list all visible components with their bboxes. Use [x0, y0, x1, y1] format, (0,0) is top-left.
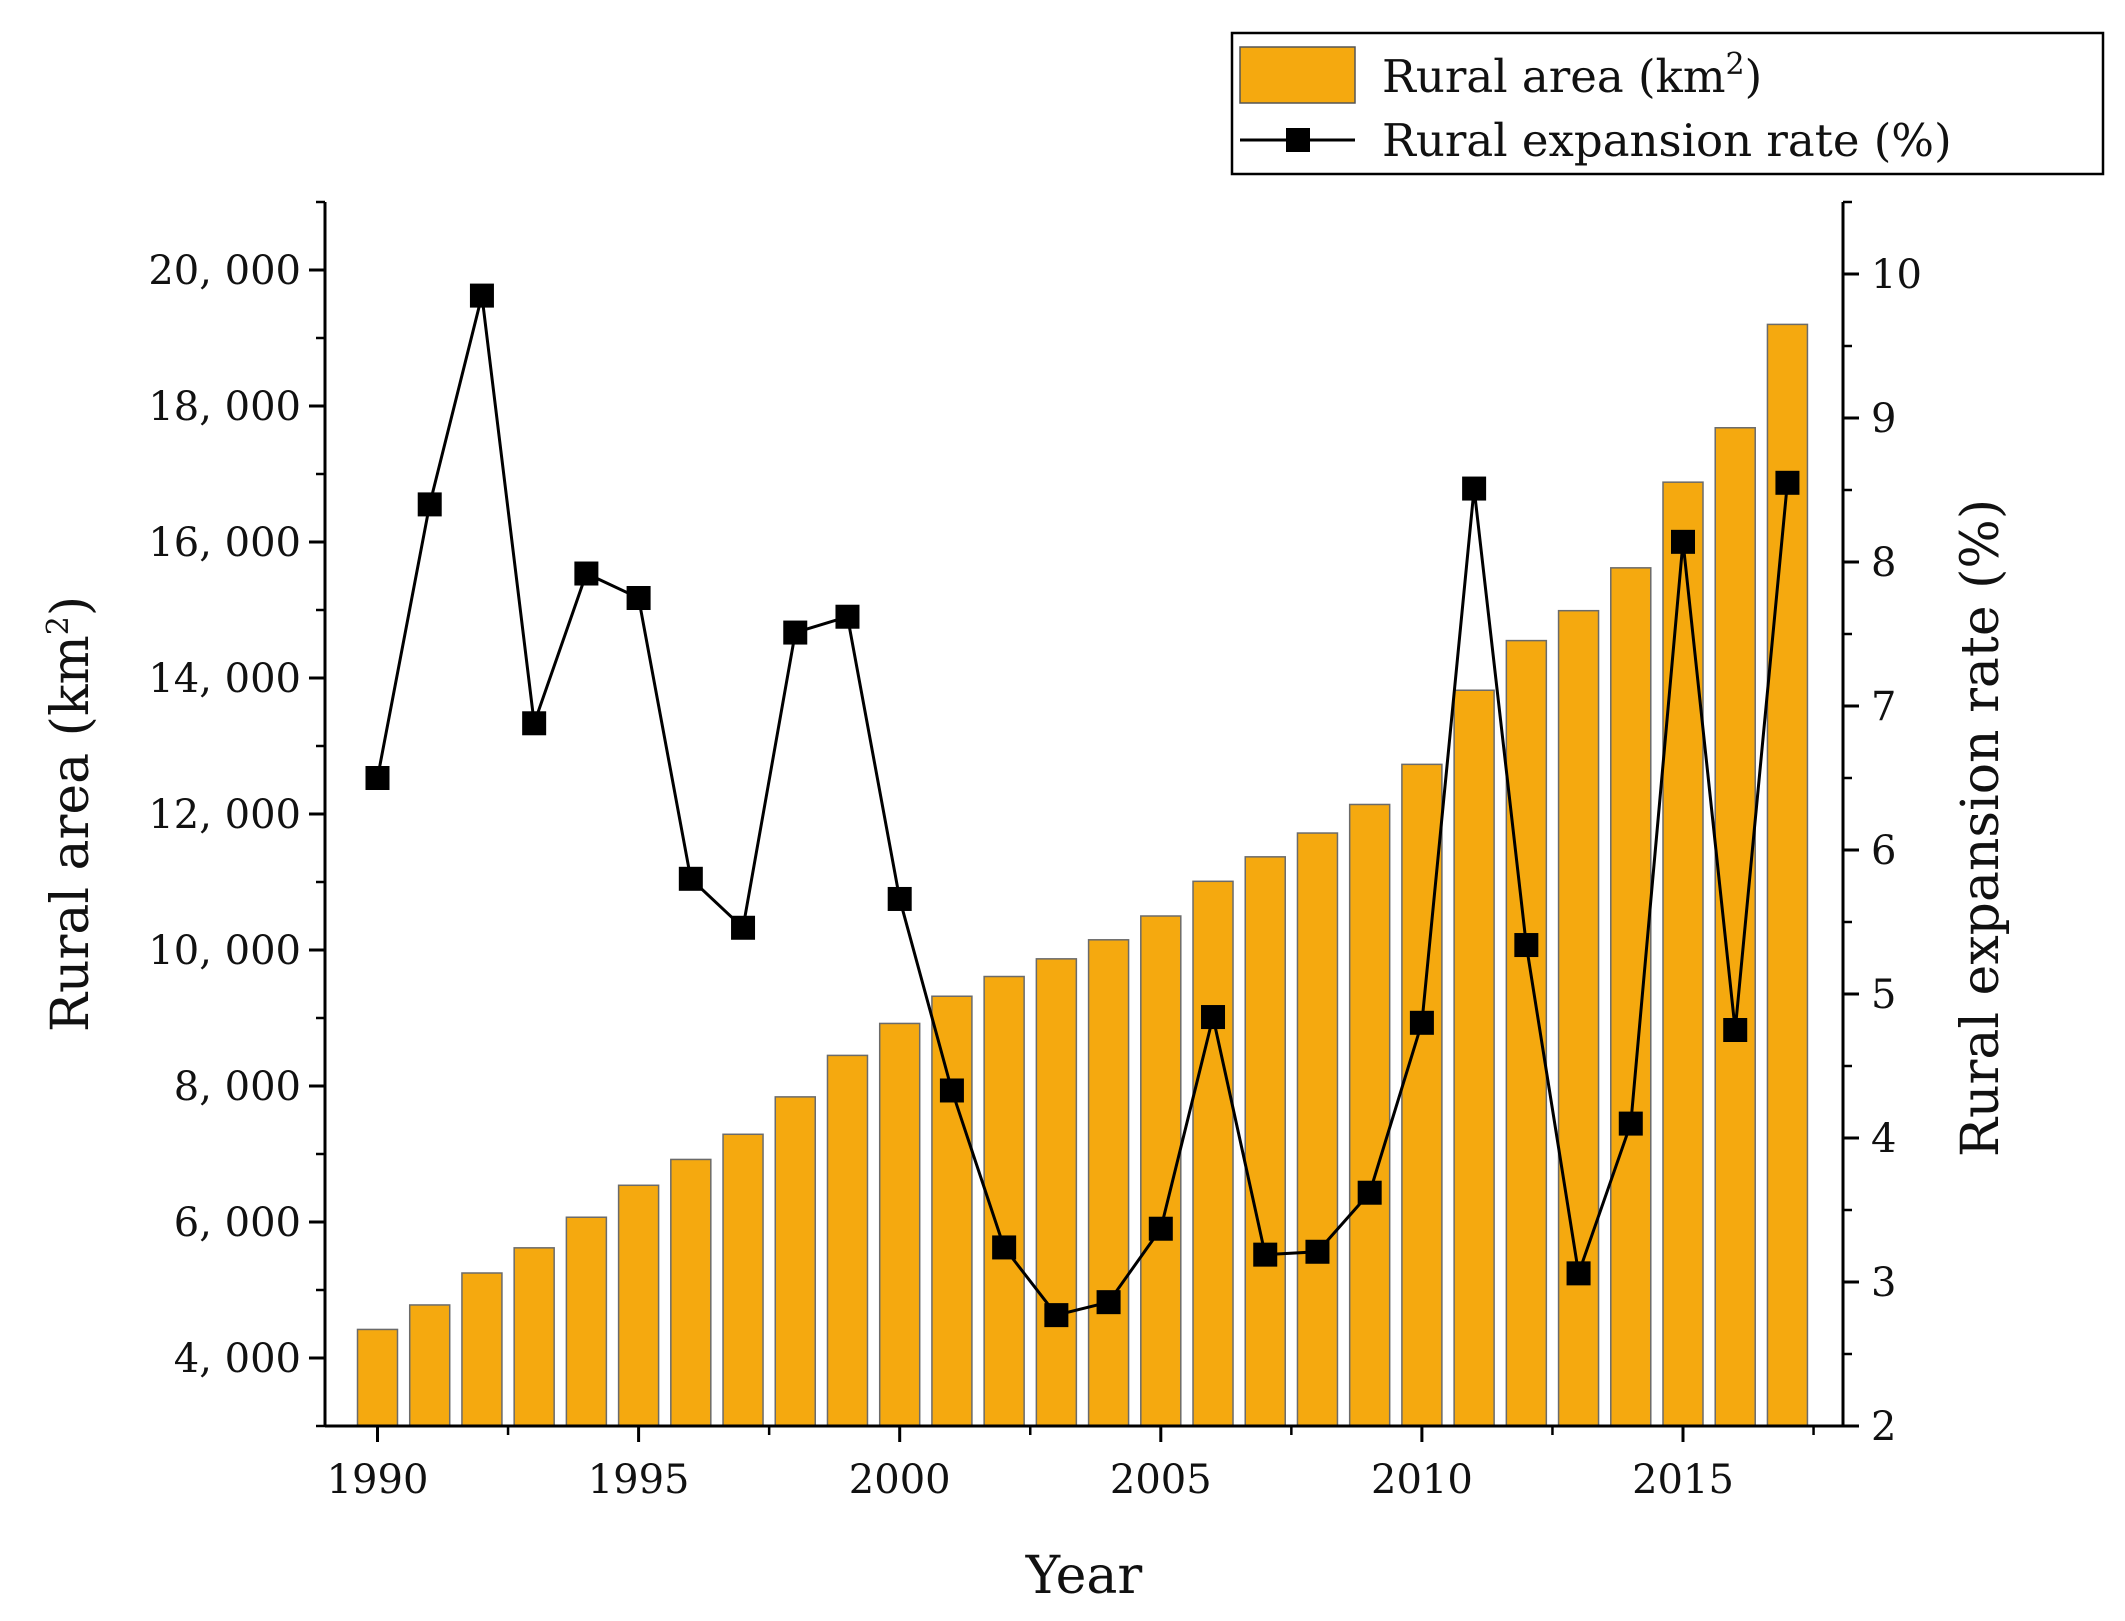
x-axis-title: Year	[1025, 1546, 1143, 1606]
right-tick-label-7: 7	[1871, 684, 1896, 730]
bar-2007	[1244, 856, 1286, 1427]
bar-1993	[513, 1247, 555, 1427]
right-tick-label-10: 10	[1871, 252, 1922, 298]
left-tick-label-16000: 16, 000	[148, 520, 301, 566]
rate-marker-1992	[469, 283, 494, 308]
bar-1992	[461, 1272, 503, 1427]
left-axis-title-sup: 2	[41, 616, 76, 635]
left-axis-title-tail: )	[41, 596, 101, 616]
bar-1999	[826, 1054, 869, 1427]
rate-marker-1997	[731, 915, 756, 940]
rate-marker-2004	[1096, 1290, 1121, 1315]
rate-marker-2009	[1357, 1180, 1382, 1205]
rate-marker-2008	[1305, 1239, 1330, 1264]
bar-2017	[1766, 323, 1809, 1427]
x-tick-label-1990: 1990	[327, 1457, 429, 1503]
right-tick-label-8: 8	[1871, 540, 1896, 586]
rate-marker-2012	[1514, 933, 1539, 958]
left-axis-title: Rural area (km2)	[41, 596, 101, 1032]
bar-2013	[1557, 609, 1600, 1427]
legend-label-area-tail: )	[1745, 50, 1763, 103]
rate-marker-2007	[1253, 1242, 1278, 1267]
rate-marker-2013	[1566, 1261, 1591, 1286]
x-tick-label-2000: 2000	[849, 1457, 951, 1503]
rate-marker-2002	[992, 1235, 1017, 1260]
left-tick-label-18000: 18, 000	[148, 384, 301, 430]
bar-2006	[1192, 880, 1234, 1427]
rate-marker-2011	[1462, 476, 1487, 501]
rate-marker-1995	[626, 586, 651, 610]
rate-marker-1991	[417, 492, 442, 517]
bar-2011	[1453, 689, 1495, 1427]
rate-marker-2010	[1409, 1010, 1434, 1035]
rate-marker-1990	[365, 766, 390, 790]
expansion-rate-line	[376, 295, 1789, 1317]
x-tick-label-2010: 2010	[1371, 1457, 1473, 1503]
right-tick-label-4: 4	[1871, 1116, 1896, 1162]
left-tick-label-10000: 10, 000	[148, 928, 301, 974]
rate-marker-1994	[574, 561, 599, 586]
rate-marker-2001	[939, 1078, 964, 1103]
legend-label-rate: Rural expansion rate (%)	[1382, 114, 1952, 167]
rate-marker-1999	[835, 604, 860, 629]
rate-marker-1996	[678, 866, 703, 891]
bar-2001	[931, 995, 973, 1427]
line-layer	[365, 283, 1800, 1328]
legend: Rural area (km2) Rural expansion rate (%…	[1230, 31, 2105, 176]
rate-marker-1998	[783, 620, 808, 645]
bar-2016	[1714, 427, 1756, 1427]
bars-layer	[356, 323, 1809, 1427]
bar-1996	[670, 1158, 712, 1427]
legend-box	[1230, 31, 2105, 176]
bar-1998	[774, 1096, 817, 1427]
left-axis-title-main: Rural area (km	[41, 635, 101, 1032]
bar-2015	[1662, 481, 1704, 1427]
bar-2010	[1401, 763, 1443, 1427]
bar-2009	[1348, 803, 1391, 1427]
rate-marker-1993	[522, 711, 547, 736]
right-tick-label-9: 9	[1871, 396, 1896, 442]
bar-2008	[1296, 832, 1339, 1427]
rate-marker-2005	[1148, 1216, 1173, 1241]
bar-1997	[722, 1133, 764, 1427]
left-tick-label-6000: 6, 000	[174, 1200, 301, 1246]
rate-marker-2015	[1671, 529, 1695, 554]
right-tick-label-6: 6	[1871, 828, 1896, 874]
rate-marker-2016	[1723, 1018, 1748, 1042]
legend-swatch-bar	[1239, 46, 1356, 104]
bar-2004	[1087, 939, 1130, 1427]
bar-2002	[983, 975, 1025, 1427]
left-tick-label-12000: 12, 000	[148, 792, 301, 838]
legend-label-area: Rural area (km2)	[1382, 47, 1762, 103]
bar-1990	[356, 1328, 399, 1427]
right-tick-label-5: 5	[1871, 972, 1896, 1018]
legend-label-area-sup: 2	[1726, 47, 1745, 82]
x-tick-label-1995: 1995	[588, 1457, 690, 1503]
legend-label-area-main: Rural area (km	[1382, 50, 1726, 103]
left-tick-label-14000: 14, 000	[148, 656, 301, 702]
right-axis-title: Rural expansion rate (%)	[1951, 499, 2011, 1157]
left-tick-label-8000: 8, 000	[174, 1064, 301, 1110]
legend-swatch-marker	[1286, 128, 1310, 152]
rate-marker-2017	[1775, 470, 1800, 495]
left-tick-label-20000: 20, 000	[148, 248, 301, 294]
rate-marker-2000	[887, 886, 912, 911]
left-tick-label-4000: 4, 000	[174, 1336, 301, 1382]
bar-2003	[1035, 958, 1078, 1427]
rate-marker-2003	[1044, 1303, 1069, 1328]
ticks-layer: 4, 000 6, 000 8, 000 10, 000 12, 000 14, 000 1…	[148, 200, 1922, 1503]
right-tick-label-2: 2	[1871, 1404, 1896, 1450]
bar-1994	[565, 1216, 608, 1427]
rate-marker-2006	[1201, 1005, 1226, 1030]
bar-1991	[408, 1304, 451, 1427]
right-tick-label-3: 3	[1871, 1260, 1896, 1306]
bar-2014	[1610, 567, 1652, 1427]
bar-1995	[617, 1184, 660, 1427]
x-tick-label-2005: 2005	[1110, 1457, 1212, 1503]
x-tick-label-2015: 2015	[1632, 1457, 1734, 1503]
rate-marker-2014	[1618, 1111, 1643, 1136]
bar-2000	[878, 1022, 921, 1427]
